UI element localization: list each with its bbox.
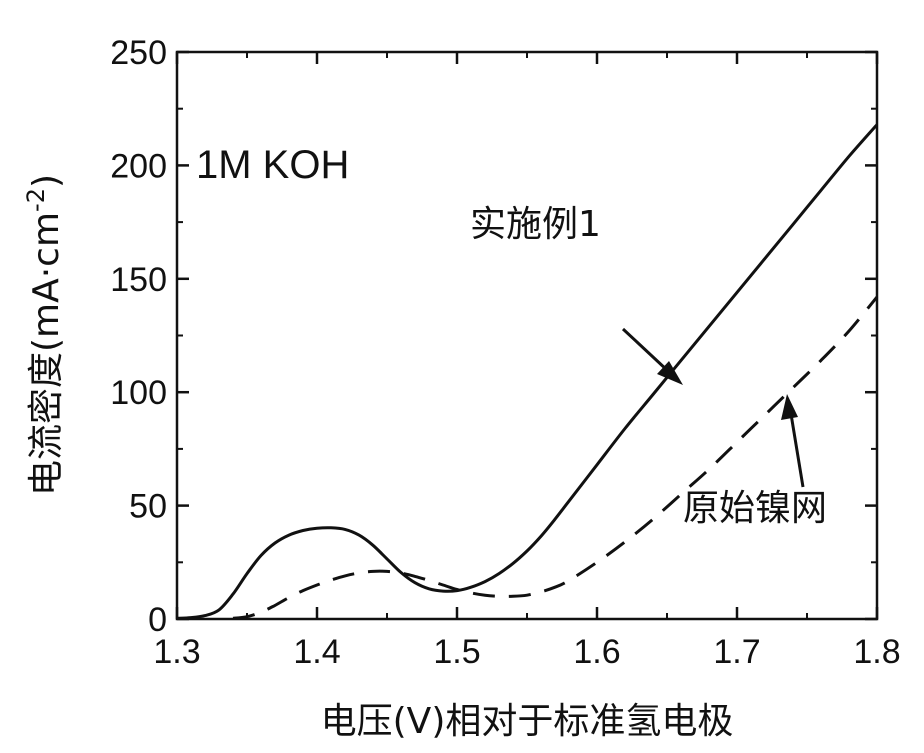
electrolyte-annotation: 1M KOH: [196, 143, 349, 187]
x-tick-label-0: 1.3: [153, 633, 200, 671]
y-tick-label-5: 250: [110, 34, 167, 72]
y-tick-label-2: 100: [110, 374, 167, 412]
example1-annotation: 实施例1: [470, 204, 601, 245]
x-tick-label-1: 1.4: [293, 633, 340, 671]
plot-frame: [175, 50, 879, 621]
nickel-mesh-curve: [232, 295, 879, 620]
y-axis-label-close: ): [26, 174, 67, 188]
y-tick-label-3: 150: [110, 261, 167, 299]
x-tick-label-3: 1.6: [573, 633, 620, 671]
curves-group: [176, 123, 879, 620]
y-axis-label: 电流密度(mA·cm-2): [22, 174, 67, 496]
x-tick-label-5: 1.8: [853, 633, 900, 671]
x-tick-label-4: 1.7: [713, 633, 760, 671]
y-tick-labels: 0 50 100 150 200 250: [110, 34, 167, 639]
nickel-mesh-annotation: 原始镍网: [683, 488, 827, 529]
x-axis-label: 电压(V)相对于标准氢电极: [321, 701, 734, 742]
y-axis-label-sup: -2: [22, 188, 50, 212]
example1-curve: [176, 123, 879, 620]
x-tick-labels: 1.3 1.4 1.5 1.6 1.7 1.8: [153, 633, 900, 671]
x-tick-label-2: 1.5: [433, 633, 480, 671]
y-tick-label-1: 50: [129, 488, 167, 526]
y-tick-label-0: 0: [148, 601, 167, 639]
y-axis-label-main: 电流密度(mA·cm: [26, 212, 67, 496]
y-tick-label-4: 200: [110, 147, 167, 185]
nickel-mesh-arrow: [781, 394, 805, 488]
tick-marks: [175, 50, 879, 621]
example1-arrow: [621, 327, 683, 385]
